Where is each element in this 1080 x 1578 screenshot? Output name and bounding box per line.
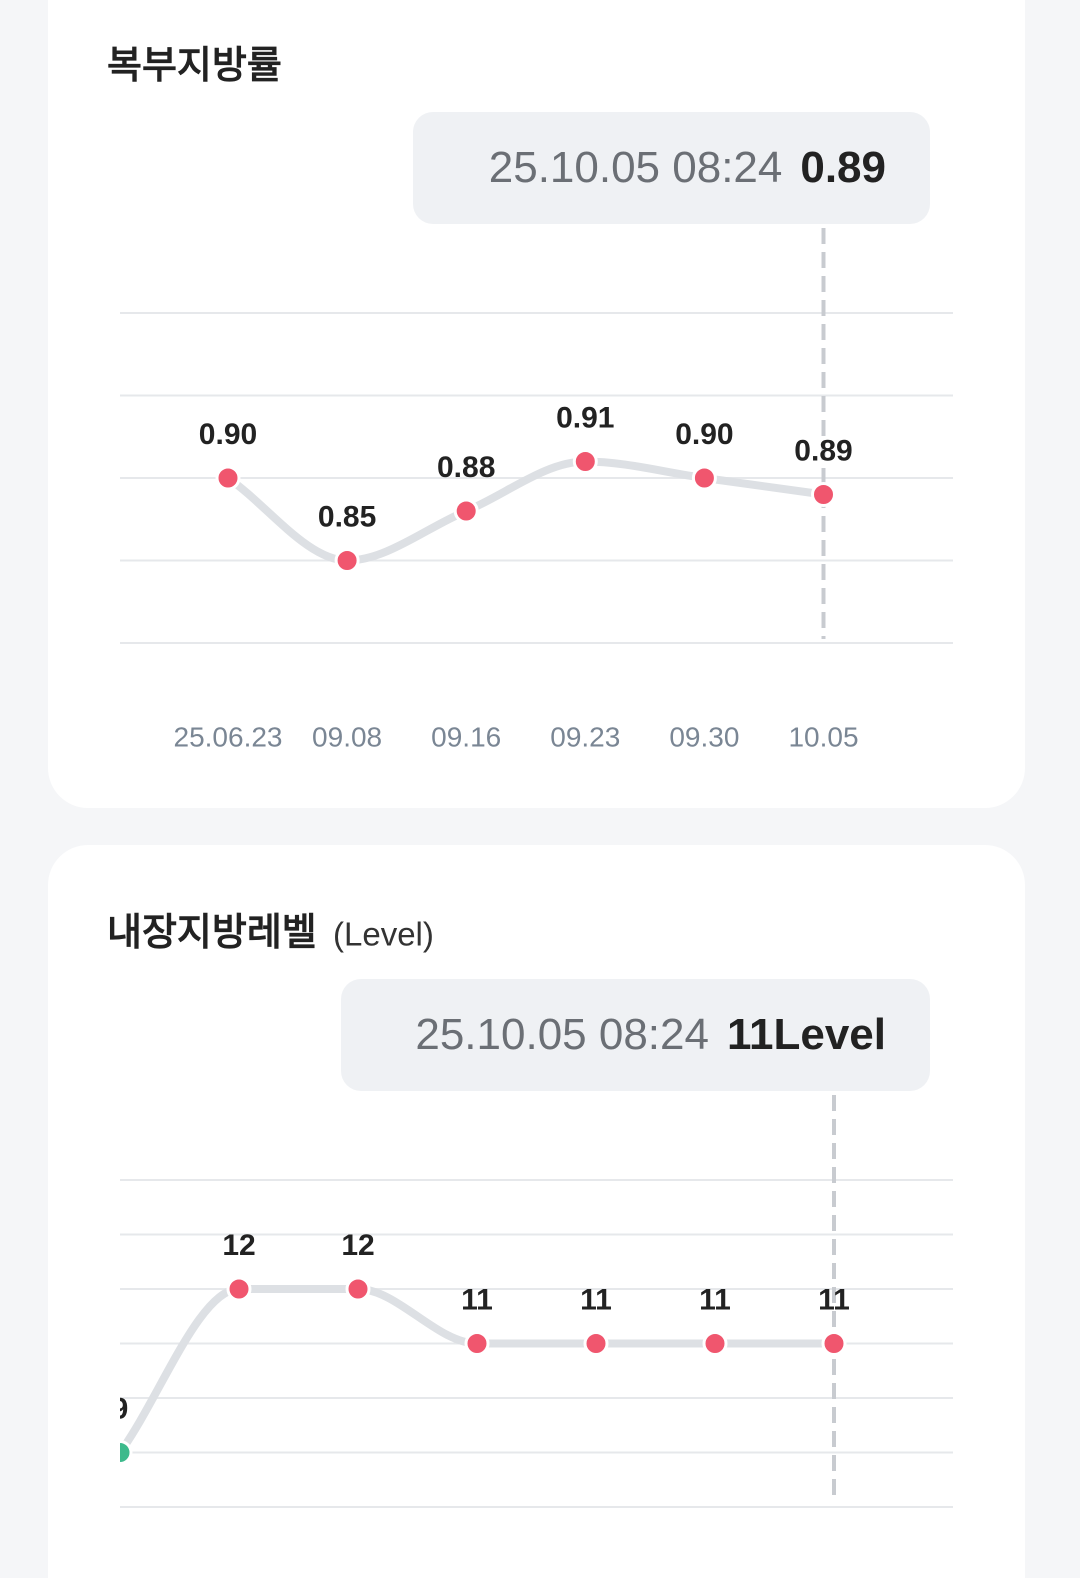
point xyxy=(226,1276,252,1302)
x-tick-label: 09.16 xyxy=(431,721,501,752)
point xyxy=(215,465,241,491)
point xyxy=(572,449,598,474)
data-label: 0.85 xyxy=(318,500,376,533)
point xyxy=(691,465,717,491)
data-label: 0.88 xyxy=(437,451,495,484)
tooltip-value: 11Level xyxy=(727,1010,886,1059)
data-label: 11 xyxy=(461,1283,493,1316)
tooltip-date: 25.10.05 08:24 xyxy=(415,1010,709,1059)
point xyxy=(453,498,479,524)
data-label: 11 xyxy=(818,1283,850,1316)
tooltip-value: 0.89 xyxy=(800,143,886,192)
card-title: 복부지방률 xyxy=(107,45,282,87)
data-label: 11 xyxy=(580,1283,612,1316)
plot: 9 12 12 11 11 11 11 xyxy=(112,1229,850,1465)
tooltip-text: 25.10.05 08:24 11Level xyxy=(415,1010,886,1059)
card xyxy=(48,845,1025,1578)
plot: 0.90 0.85 0.88 0.91 0.90 0.89 xyxy=(199,401,853,573)
x-tick-label: 25.06.23 xyxy=(174,721,283,752)
point xyxy=(120,1440,133,1465)
data-label: 12 xyxy=(222,1229,255,1262)
data-label: 0.90 xyxy=(675,418,733,451)
point xyxy=(702,1331,728,1356)
tooltip-date: 25.10.05 08:24 xyxy=(489,143,783,192)
point xyxy=(583,1331,609,1356)
data-label: 0.91 xyxy=(556,401,614,434)
point xyxy=(811,482,836,507)
data-label: 11 xyxy=(699,1283,731,1316)
data-label: 9 xyxy=(112,1392,129,1425)
x-tick-label: 09.23 xyxy=(550,721,620,752)
x-tick-label: 09.08 xyxy=(312,721,382,752)
data-label: 0.90 xyxy=(199,418,257,451)
tooltip xyxy=(413,112,930,224)
x-tick-label: 10.05 xyxy=(788,721,858,752)
point xyxy=(334,548,360,573)
data-label: 0.89 xyxy=(794,434,852,467)
card-title: 내장지방레벨 xyxy=(107,912,317,954)
point xyxy=(821,1331,847,1356)
unit-label: (Level) xyxy=(333,916,434,953)
x-tick-label: 09.30 xyxy=(669,721,739,752)
data-label: 12 xyxy=(341,1229,374,1262)
tooltip xyxy=(341,979,930,1091)
tooltip-text: 25.10.05 08:24 0.89 xyxy=(489,143,886,192)
point xyxy=(345,1276,371,1302)
point xyxy=(464,1331,490,1356)
